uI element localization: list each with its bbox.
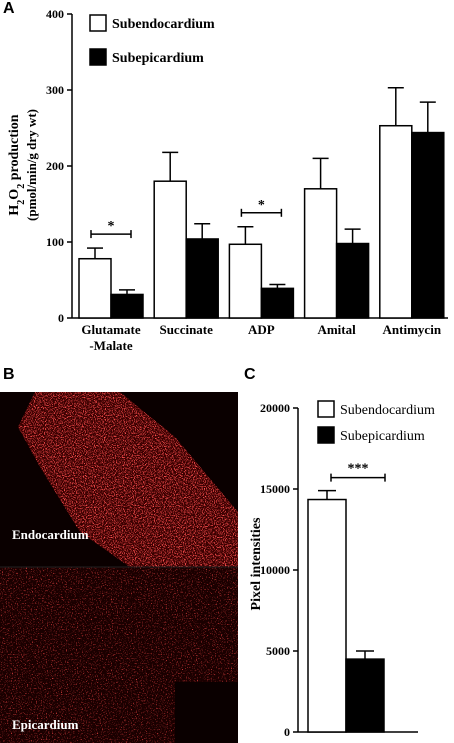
legend-swatch	[317, 426, 335, 444]
bar	[411, 131, 445, 319]
panel-label-c: C	[244, 366, 256, 383]
panel-label-b: B	[3, 366, 15, 383]
x-tick-label: -Malate	[89, 338, 133, 353]
x-tick-label: Amital	[317, 322, 356, 337]
bar	[379, 124, 413, 319]
bar	[303, 188, 338, 319]
x-tick-label: Antimycin	[383, 322, 442, 337]
y-tick-label: 0	[284, 725, 290, 739]
y-tick-label: 100	[46, 235, 64, 249]
legend-label: Subendocardium	[112, 17, 215, 32]
h2o2-production-bar-chart: H2O2 production (pmol/min/g dry wt) 0 100…	[7, 7, 448, 353]
fluorescence-micrograph: Endocardium Epicardium	[0, 392, 238, 743]
bar	[110, 293, 144, 319]
y-axis-label-unit: (pmol/min/g dry wt)	[24, 109, 39, 221]
x-tick-label: ADP	[248, 322, 275, 337]
epicardium-label: Epicardium	[12, 717, 79, 732]
y-tick-label: 10000	[260, 563, 290, 577]
significance-marker: *	[108, 219, 115, 234]
legend-swatch	[89, 48, 107, 66]
bar	[335, 242, 370, 319]
y-axis-label: Pixel intensities	[249, 517, 264, 610]
legend-swatch	[89, 14, 107, 32]
bar	[345, 658, 385, 733]
y-tick-label: 400	[46, 7, 64, 21]
y-axis-label: H2O2 production (pmol/min/g dry wt)	[7, 109, 39, 221]
legend-label: Subepicardium	[340, 429, 425, 444]
bar	[307, 498, 347, 733]
legend-swatch	[317, 400, 335, 418]
y-tick-label: 20000	[260, 401, 290, 415]
y-axis-label-main: H2O2 production	[7, 114, 27, 215]
legend-label: Subepicardium	[112, 51, 204, 66]
significance-marker: *	[258, 198, 265, 213]
pixel-intensity-bar-chart: Pixel intensities 0 5000 10000 15000 20000 *…	[249, 400, 435, 739]
y-tick-label: 300	[46, 83, 64, 97]
y-tick-label: 0	[58, 311, 64, 325]
x-tick-label: Glutamate	[81, 322, 140, 337]
bar	[228, 243, 263, 319]
endocardium-label: Endocardium	[12, 527, 89, 542]
y-tick-label: 15000	[260, 482, 290, 496]
legend-label: Subendocardium	[340, 403, 435, 418]
bar	[78, 257, 112, 319]
y-tick-label: 5000	[266, 644, 290, 658]
bar	[185, 238, 219, 319]
significance-marker: ***	[348, 462, 369, 477]
y-tick-label: 200	[46, 159, 64, 173]
bar	[260, 287, 295, 319]
panel-label-a: A	[3, 0, 15, 17]
bar	[153, 180, 187, 319]
x-tick-label: Succinate	[159, 322, 213, 337]
